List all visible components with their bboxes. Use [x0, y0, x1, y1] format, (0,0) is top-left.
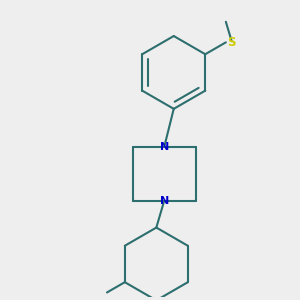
Text: N: N: [160, 196, 169, 206]
Text: S: S: [227, 36, 236, 49]
Text: N: N: [160, 142, 169, 152]
